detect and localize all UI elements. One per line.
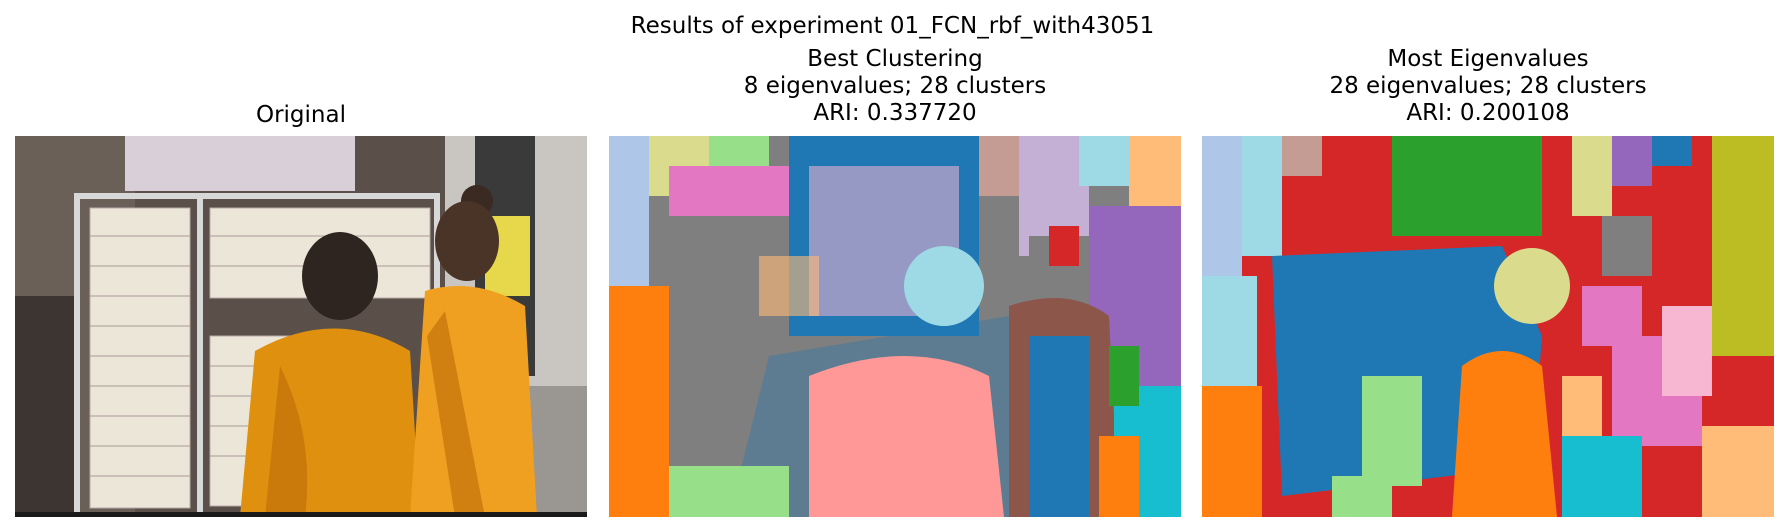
panel-title-most-line1: Most Eigenvalues — [1387, 46, 1589, 72]
panel-most-eigenvalues: Most Eigenvalues 28 eigenvalues; 28 clus… — [1202, 0, 1774, 532]
best-clustering-map — [609, 136, 1181, 517]
panel-title-most-line3: ARI: 0.200108 — [1406, 100, 1570, 126]
panel-original: Original — [15, 0, 587, 532]
panel-title-best-line2: 8 eigenvalues; 28 clusters — [743, 73, 1047, 99]
panel-best-clustering: Best Clustering 8 eigenvalues; 28 cluste… — [609, 0, 1181, 532]
figure-suptitle: Results of experiment 01_FCN_rbf_with430… — [630, 13, 1155, 39]
original-photo — [15, 136, 587, 517]
panel-title-best-line3: ARI: 0.337720 — [813, 100, 977, 126]
most-eigenvalues-map — [1202, 136, 1774, 517]
panel-title-best-line1: Best Clustering — [807, 46, 983, 72]
panel-title-original: Original — [255, 102, 346, 128]
panel-title-most-line2: 28 eigenvalues; 28 clusters — [1329, 73, 1647, 99]
